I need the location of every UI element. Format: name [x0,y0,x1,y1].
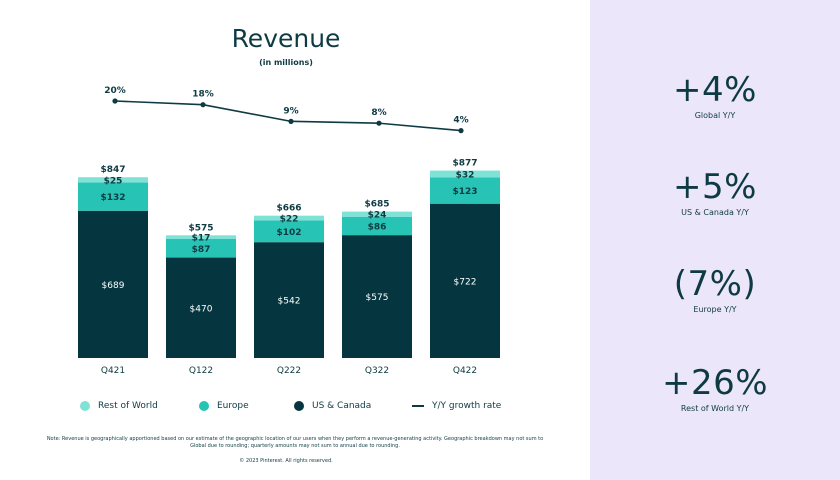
legend-swatch [80,401,90,411]
legend-europe: Europe [199,401,249,411]
legend-label: Europe [217,401,249,411]
x-tick-label: Q322 [365,366,389,376]
copyright: © 2023 Pinterest. All rights reserved. [239,458,333,464]
bar-segment [166,235,236,239]
growth-point [288,118,294,124]
bar-segment [166,257,236,358]
data-label: $123 [452,187,477,197]
data-label: $102 [276,228,301,238]
legend-label: Rest of World [98,401,158,411]
bar-segment [342,216,412,236]
data-label: $86 [368,222,387,232]
stat-label: Europe Y/Y [693,305,737,314]
x-tick-label: Q422 [453,366,477,376]
bar-segment [78,182,148,211]
data-label: $87 [192,245,211,255]
legend-growth-rate: Y/Y growth rate [412,401,501,411]
stat-label: Rest of World Y/Y [680,404,750,413]
growth-label: 18% [192,90,214,100]
bar-segment [254,220,324,243]
stat-value: +4% [673,70,757,110]
total-label: $685 [364,200,389,210]
growth-point [458,128,464,134]
data-label: $25 [104,176,123,186]
data-label: $132 [100,193,125,203]
data-label: $32 [456,171,475,181]
total-label: $877 [452,159,477,169]
growth-label: 4% [453,116,468,126]
stat-label: Global Y/Y [694,111,736,120]
legend-us-canada: US & Canada [294,401,371,411]
bar-segment [430,203,500,358]
stats-panel: +4% Global Y/Y +5% US & Canada Y/Y (7%) … [590,0,840,480]
growth-label: 8% [371,108,386,118]
growth-point [112,98,118,104]
legend-line-swatch [412,405,424,407]
growth-label: 20% [104,86,126,96]
total-label: $666 [276,204,301,214]
data-label: $542 [278,297,301,307]
bar-segment [78,177,148,183]
total-label: $575 [188,223,213,233]
data-label: $689 [102,281,125,291]
data-label: $17 [192,234,211,244]
stat-value: (7%) [673,264,757,304]
stat-europe: (7%) Europe Y/Y [590,264,840,314]
legend-swatch [199,401,209,411]
data-label: $470 [190,304,213,314]
stat-global: +4% Global Y/Y [590,70,840,120]
stat-label: US & Canada Y/Y [681,208,749,217]
legend-rest-of-world: Rest of World [80,401,158,411]
legend-label: Y/Y growth rate [432,401,502,411]
x-tick-label: Q222 [277,366,301,376]
x-tick-label: Q421 [101,366,125,376]
bar-segment [166,238,236,258]
growth-point [376,120,382,126]
data-label: $22 [280,215,299,225]
bar-segment [254,215,324,221]
bar-segment [78,210,148,358]
legend-label: US & Canada [312,401,372,411]
growth-point [200,102,206,108]
x-tick-label: Q122 [189,366,213,376]
bar-segment [342,211,412,217]
bar-segment [430,177,500,204]
chart-title: Revenue [231,24,341,53]
chart-panel: Revenue (in millions) $689 $132 $25 $847 Q42… [46,24,544,464]
footnote: Note: Revenue is geographically apportio… [46,436,544,449]
stat-rest-of-world: +26% Rest of World Y/Y [590,363,840,413]
total-label: $847 [100,165,125,175]
data-label: $575 [366,293,389,303]
data-label: $24 [368,211,387,221]
stat-value: +5% [673,167,757,207]
bar-segment [254,242,324,358]
bar-segment [430,170,500,178]
data-label: $722 [454,277,477,287]
stat-value: +26% [661,363,769,403]
stat-us-canada: +5% US & Canada Y/Y [590,167,840,217]
chart-subtitle: (in millions) [259,58,313,67]
bar-segment [342,235,412,358]
growth-label: 9% [283,106,298,116]
legend-swatch [294,401,304,411]
revenue-chart: $689$132$25$847Q421$470$87$17$575Q122$54… [78,86,500,376]
